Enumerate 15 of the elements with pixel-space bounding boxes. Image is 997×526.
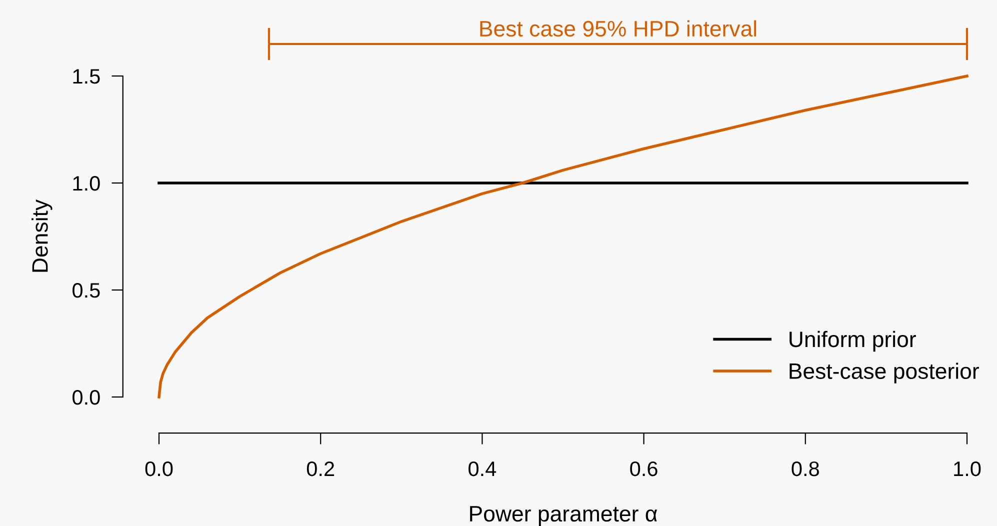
x-tick-label: 0.6 xyxy=(630,461,658,476)
x-tick-label: 0.2 xyxy=(306,461,334,476)
y-tick-label: 0.5 xyxy=(72,283,100,298)
x-tick-label: 0.0 xyxy=(145,461,173,476)
x-tick-label: 0.8 xyxy=(792,461,819,476)
y-axis-title: Density xyxy=(32,199,52,272)
text: Best case 95% HPD interval xyxy=(480,20,756,37)
x-tick-label: 0.4 xyxy=(468,461,496,476)
x-tick-label: 1.0 xyxy=(954,461,981,476)
legend-label: Uniform prior xyxy=(790,330,916,352)
y-tick-label: 0.0 xyxy=(72,390,100,405)
y-tick-label: 1.0 xyxy=(73,176,100,191)
legend-label: Best-case posterior xyxy=(790,362,979,384)
y-tick-label: 1.5 xyxy=(73,69,100,84)
x-axis-title: Power parameter α xyxy=(470,506,658,526)
